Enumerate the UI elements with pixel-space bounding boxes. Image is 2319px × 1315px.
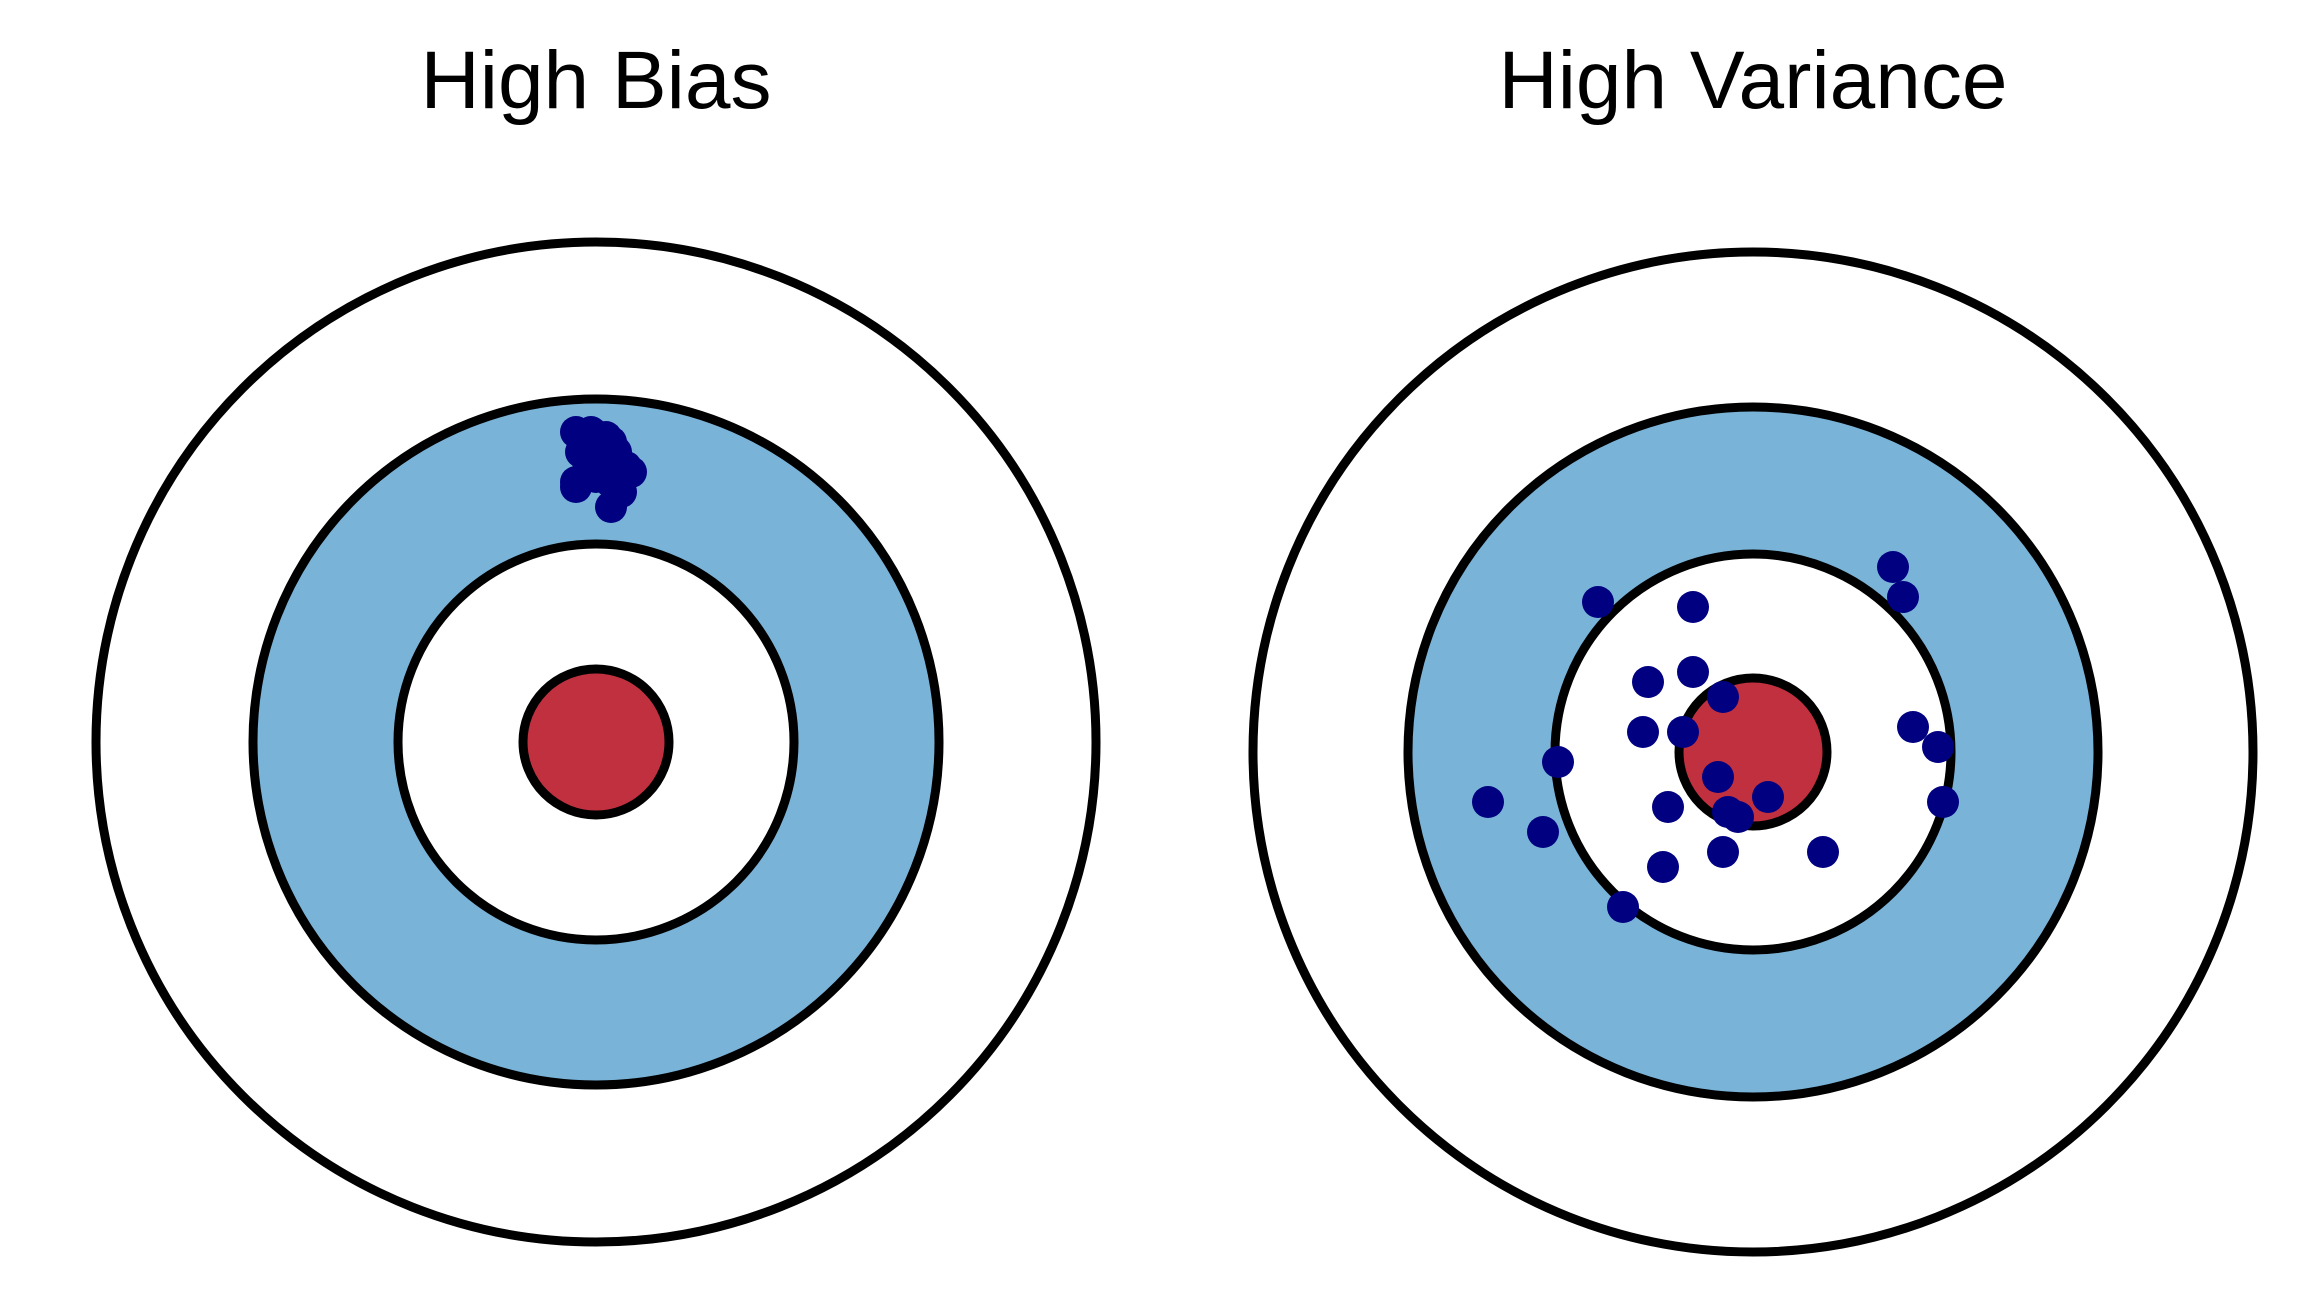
shot-point	[1582, 586, 1614, 618]
shot-point	[1707, 836, 1739, 868]
high-variance-shots	[1472, 551, 1959, 923]
shot-point	[1677, 591, 1709, 623]
shot-point	[560, 471, 592, 503]
shot-point	[1922, 731, 1954, 763]
shot-point	[1542, 746, 1574, 778]
shot-point	[1677, 656, 1709, 688]
shot-point	[1707, 681, 1739, 713]
shot-point	[1607, 891, 1639, 923]
high-bias-panel: High Bias	[91, 35, 1101, 1247]
shot-point	[580, 426, 612, 458]
shot-point	[595, 491, 627, 523]
high-bias-title: High Bias	[421, 35, 772, 126]
shot-point	[1632, 666, 1664, 698]
bullseye	[1674, 673, 1832, 831]
shot-point	[1702, 761, 1734, 793]
shot-point	[1667, 716, 1699, 748]
shot-point	[1807, 836, 1839, 868]
shot-point	[1647, 851, 1679, 883]
shot-point	[1627, 716, 1659, 748]
shot-point	[1897, 711, 1929, 743]
shot-point	[1652, 791, 1684, 823]
shot-point	[1887, 581, 1919, 613]
shot-point	[1927, 786, 1959, 818]
high-variance-panel: High Variance	[1248, 35, 2258, 1257]
high-bias-shots	[560, 416, 647, 523]
shot-point	[1472, 786, 1504, 818]
shot-point	[1527, 816, 1559, 848]
shot-point	[1752, 781, 1784, 813]
bullseye	[518, 664, 674, 820]
high-variance-title: High Variance	[1499, 35, 2008, 126]
shot-point	[1877, 551, 1909, 583]
shot-point	[1722, 801, 1754, 833]
